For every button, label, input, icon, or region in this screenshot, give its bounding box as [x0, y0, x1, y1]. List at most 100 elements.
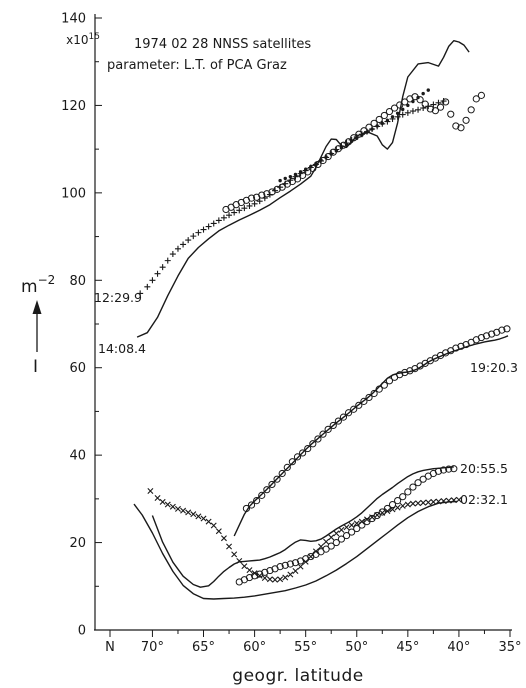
data-point-cross	[384, 508, 391, 515]
y-axis-arrow-head	[32, 300, 42, 314]
data-point-circle	[411, 93, 419, 101]
data-point-circle	[334, 417, 342, 425]
y-tick-label: 100	[61, 186, 86, 201]
x-tick-label: 50°	[345, 640, 368, 655]
data-point-cross	[251, 570, 258, 577]
series-5-circle	[242, 325, 511, 513]
data-point-cross	[210, 522, 217, 529]
data-point-cross	[226, 543, 233, 550]
data-point-plus	[251, 200, 258, 207]
data-point-plus	[195, 229, 202, 236]
y-tick-label: 20	[69, 536, 86, 551]
y-multiplier-base: x10	[66, 33, 88, 47]
data-point-circle	[278, 183, 286, 191]
data-point-dot	[426, 88, 430, 92]
series-line	[133, 500, 457, 600]
data-point-circle	[363, 517, 371, 526]
data-point-circle	[419, 475, 427, 483]
data-point-plus	[180, 241, 187, 248]
data-point-circle	[319, 430, 327, 438]
data-point-cross	[394, 504, 401, 511]
chart-title: 1974 02 28 NNSS satellites	[134, 37, 311, 52]
data-point-circle	[293, 453, 302, 461]
data-point-circle	[286, 560, 294, 568]
data-point-plus	[205, 223, 212, 230]
x-tick-label: 65°	[192, 640, 215, 655]
data-point-circle	[360, 127, 368, 135]
data-point-circle	[319, 156, 327, 165]
data-point-circle	[353, 524, 361, 533]
data-point-plus	[231, 209, 238, 216]
data-point-cross	[425, 499, 432, 506]
data-point-circle	[416, 96, 424, 104]
data-point-plus	[220, 214, 227, 221]
data-point-circle	[283, 463, 291, 471]
data-point-cross	[220, 535, 227, 542]
data-point-circle	[390, 104, 399, 112]
data-point-circle	[370, 119, 378, 127]
data-point-circle	[409, 483, 417, 491]
series-labels: 12:29.9 14:08.4 19:20.3 20:55.5 02:32.1	[94, 290, 518, 507]
data-point-plus	[200, 226, 207, 233]
data-point-circle	[394, 497, 402, 505]
data-point-cross	[353, 520, 360, 527]
data-point-circle	[258, 191, 266, 199]
y-axis-unit: m−2	[21, 273, 55, 297]
data-point-circle	[350, 134, 358, 142]
data-point-circle	[368, 514, 376, 523]
x-tick-label: 55°	[294, 640, 317, 655]
y-multiplier: x1015	[66, 32, 100, 47]
data-point-circle	[380, 381, 388, 389]
data-point-circle	[344, 409, 353, 417]
data-point-circle	[247, 194, 256, 202]
data-point-circle	[261, 568, 269, 576]
data-point-circle	[452, 122, 460, 130]
data-point-circle	[334, 145, 342, 153]
data-point-circle	[337, 535, 346, 543]
data-point-cross	[241, 563, 248, 570]
data-point-plus	[404, 109, 411, 116]
data-point-plus	[210, 220, 217, 227]
data-point-circle	[426, 105, 434, 113]
data-point-circle	[299, 171, 307, 179]
data-point-dot	[293, 172, 298, 177]
data-point-cross	[420, 499, 427, 506]
data-point-dot	[395, 111, 400, 115]
series-label: 12:29.9	[94, 290, 142, 305]
data-point-circle	[375, 385, 383, 393]
data-point-plus	[164, 257, 171, 264]
data-point-circle	[450, 465, 458, 473]
data-point-circle	[339, 413, 348, 421]
data-point-circle	[472, 95, 480, 103]
data-point-dot	[401, 107, 405, 112]
data-point-plus	[185, 237, 192, 244]
data-point-circle	[414, 479, 422, 487]
series-line	[136, 40, 470, 338]
data-point-cross	[379, 509, 386, 516]
data-point-plus	[174, 245, 181, 252]
data-point-cross	[455, 496, 462, 503]
data-point-cross	[363, 516, 370, 523]
series-6-line	[151, 466, 454, 588]
data-point-circle	[314, 435, 322, 443]
data-point-circle	[288, 458, 296, 466]
data-point-circle	[263, 190, 271, 198]
data-point-cross	[164, 501, 171, 508]
data-point-circle	[477, 91, 485, 99]
data-point-circle	[327, 542, 335, 550]
data-point-cross	[323, 538, 330, 545]
data-point-cross	[399, 502, 406, 509]
data-point-cross	[358, 518, 365, 525]
data-point-circle	[360, 397, 368, 405]
data-point-circle	[242, 504, 251, 513]
data-point-dot	[390, 115, 395, 119]
data-point-dot	[385, 118, 390, 122]
data-point-cross	[180, 507, 187, 514]
data-point-circle	[329, 148, 337, 156]
data-point-cross	[174, 505, 181, 512]
data-point-circle	[309, 440, 317, 448]
data-point-plus	[169, 251, 176, 258]
data-point-cross	[409, 500, 416, 507]
series-label: 14:08.4	[98, 341, 146, 356]
data-point-circle	[348, 528, 356, 536]
